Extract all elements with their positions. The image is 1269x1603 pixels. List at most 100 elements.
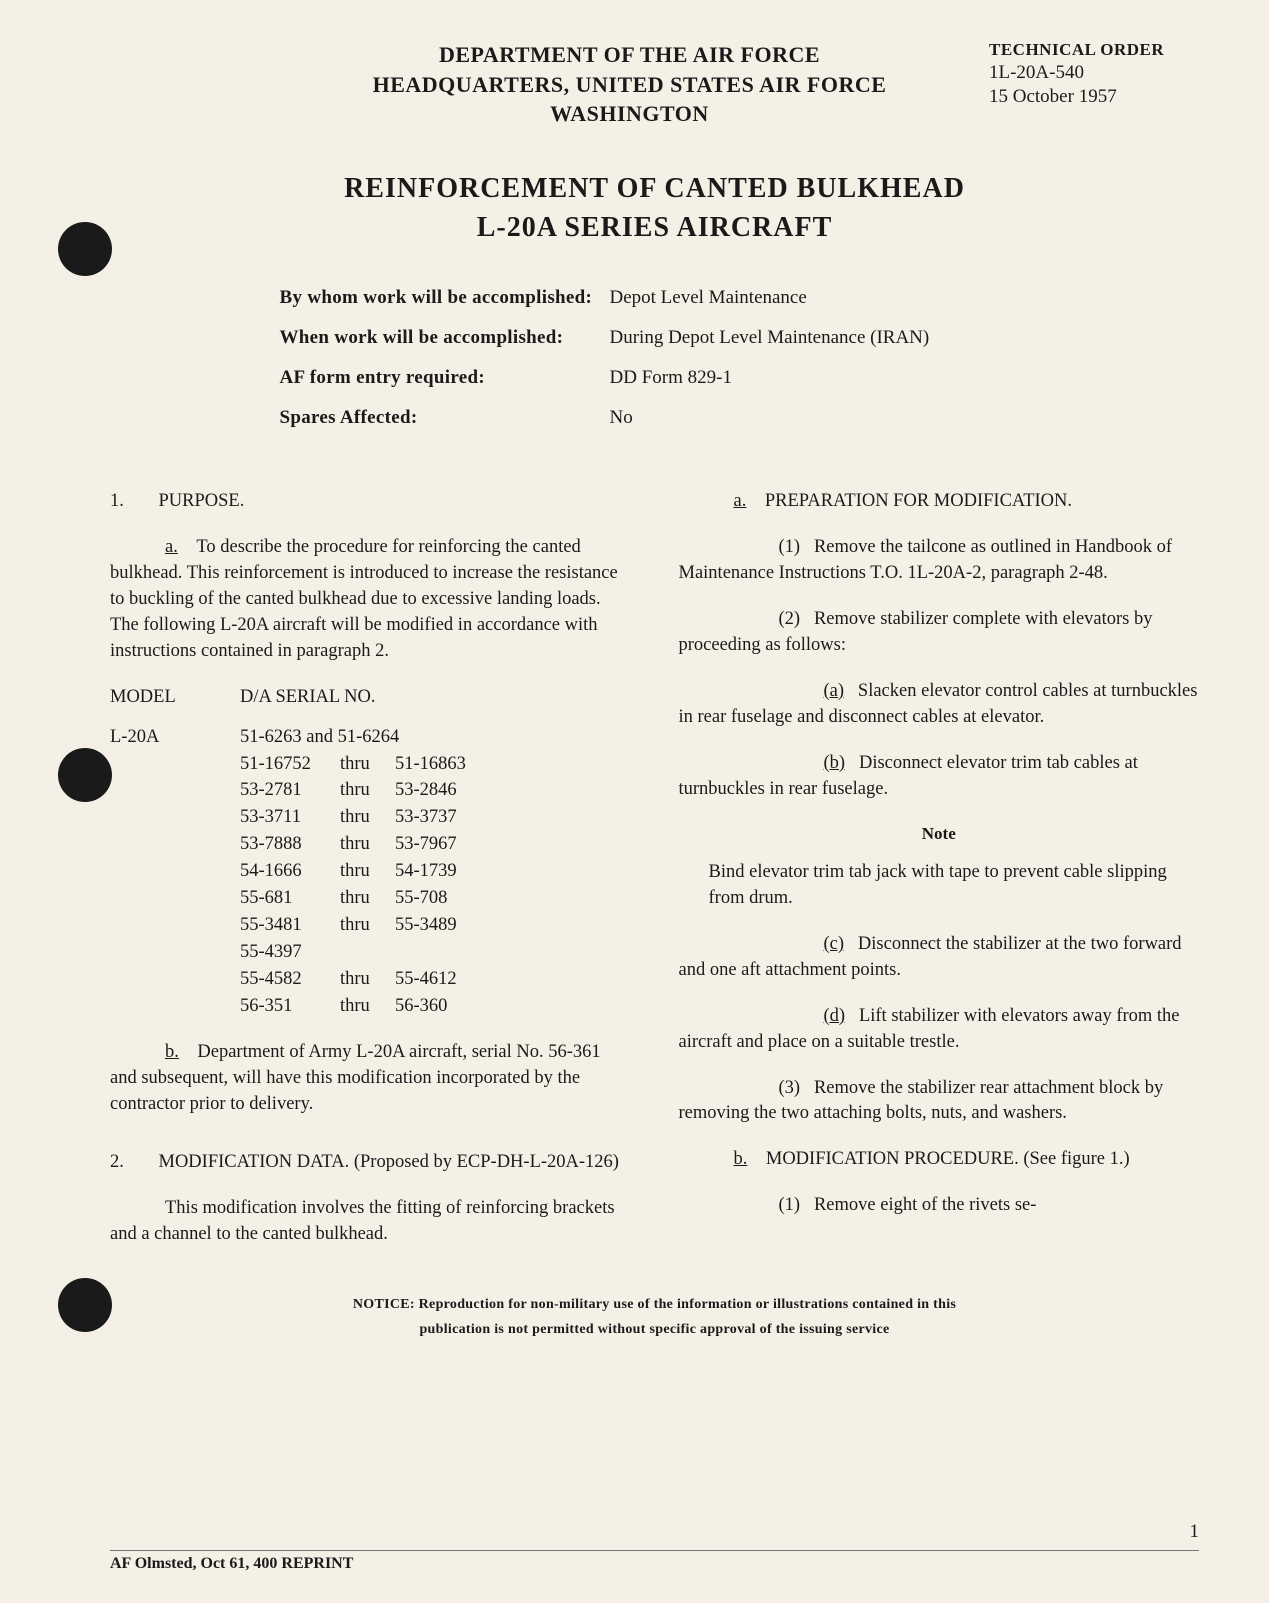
punch-hole (58, 1278, 112, 1332)
serial-thru: thru (340, 778, 395, 804)
serial-from: 56-351 (240, 994, 340, 1020)
section-1-heading: 1. PURPOSE. (110, 489, 631, 515)
para-2a2: (2) Remove stabilizer complete with elev… (679, 607, 1200, 659)
dept-line-3: WASHINGTON (270, 99, 989, 129)
serial-row: 56-351thru56-360 (240, 994, 631, 1020)
para-num: (1) (779, 1195, 801, 1215)
para-2b-heading: b. MODIFICATION PROCEDURE. (See figure 1… (679, 1147, 1200, 1173)
order-date: 15 October 1957 (989, 86, 1199, 108)
note-body: Bind elevator trim tab jack with tape to… (709, 860, 1180, 912)
title-line-2: L-20A SERIES AIRCRAFT (110, 208, 1199, 247)
serial-thru: thru (340, 913, 395, 939)
para-text: Remove the tailcone as outlined in Handb… (679, 537, 1173, 583)
serial-from: 53-7888 (240, 832, 340, 858)
serial-numbers-list: 51-6263 and 51-626451-16752thru51-168635… (240, 725, 631, 1021)
meta-value: During Depot Level Maintenance (IRAN) (610, 327, 1030, 349)
document-title: REINFORCEMENT OF CANTED BULKHEAD L-20A S… (110, 169, 1199, 247)
column-left: 1. PURPOSE. a. To describe the procedure… (110, 489, 631, 1267)
footer-rule (110, 1550, 1199, 1551)
serial-to: 56-360 (395, 994, 447, 1020)
para-text: Remove eight of the rivets se- (814, 1195, 1036, 1215)
para-letter: (b) (824, 753, 846, 773)
section-title: MODIFICATION DATA. (Proposed by ECP-DH-L… (159, 1152, 619, 1172)
meta-label: Spares Affected: (280, 407, 610, 429)
title-line-1: REINFORCEMENT OF CANTED BULKHEAD (110, 169, 1199, 208)
meta-value: Depot Level Maintenance (610, 287, 1030, 309)
serial-from: 55-3481 (240, 913, 340, 939)
serial-thru: thru (340, 832, 395, 858)
dept-line-2: HEADQUARTERS, UNITED STATES AIR FORCE (270, 70, 989, 100)
meta-value: DD Form 829-1 (610, 367, 1030, 389)
para-text: Department of Army L-20A aircraft, seria… (110, 1042, 601, 1114)
para-letter: b. (165, 1042, 179, 1062)
order-number: 1L-20A-540 (989, 62, 1199, 84)
para-text: Slacken elevator control cables at turnb… (679, 681, 1198, 727)
para-2a-heading: a. PREPARATION FOR MODIFICATION. (679, 489, 1200, 515)
serial-row: 55-3481thru55-3489 (240, 913, 631, 939)
serial-to: 54-1739 (395, 859, 457, 885)
serial-table-body: L-20A 51-6263 and 51-626451-16752thru51-… (110, 725, 631, 1021)
technical-order-label: TECHNICAL ORDER (989, 40, 1199, 60)
para-2a2c: (c) Disconnect the stabilizer at the two… (679, 932, 1200, 984)
footer-text: AF Olmsted, Oct 61, 400 REPRINT (110, 1555, 353, 1573)
model-header: MODEL (110, 685, 240, 711)
reproduction-notice: NOTICE: Reproduction for non-military us… (110, 1292, 1199, 1342)
page-number: 1 (1190, 1521, 1200, 1543)
para-2a1: (1) Remove the tailcone as outlined in H… (679, 535, 1200, 587)
para-text: To describe the procedure for reinforcin… (110, 537, 618, 661)
serial-row: 55-4582thru55-4612 (240, 967, 631, 993)
serial-table-header: MODEL D/A SERIAL NO. (110, 685, 631, 711)
para-letter: b. (734, 1149, 748, 1169)
para-2a2b: (b) Disconnect elevator trim tab cables … (679, 751, 1200, 803)
serial-to: 53-7967 (395, 832, 457, 858)
serial-from: 54-1666 (240, 859, 340, 885)
notice-line-2: publication is not permitted without spe… (110, 1317, 1199, 1342)
para-heading-text: MODIFICATION PROCEDURE. (See figure 1.) (766, 1149, 1130, 1169)
meta-row-spares: Spares Affected: No (280, 407, 1030, 429)
dept-line-1: DEPARTMENT OF THE AIR FORCE (270, 40, 989, 70)
meta-row-when: When work will be accomplished: During D… (280, 327, 1030, 349)
serial-thru: thru (340, 886, 395, 912)
serial-row: 53-2781thru53-2846 (240, 778, 631, 804)
para-text: This modification involves the fitting o… (110, 1198, 615, 1244)
para-text: Disconnect elevator trim tab cables at t… (679, 753, 1138, 799)
serial-thru: thru (340, 967, 395, 993)
serial-row: 55-681thru55-708 (240, 886, 631, 912)
para-letter: a. (165, 537, 178, 557)
header-department: DEPARTMENT OF THE AIR FORCE HEADQUARTERS… (110, 40, 989, 129)
model-value: L-20A (110, 725, 240, 1021)
serial-row: 51-16752thru51-16863 (240, 752, 631, 778)
section-number: 2. (110, 1152, 124, 1172)
punch-hole (58, 222, 112, 276)
para-letter: (a) (824, 681, 845, 701)
serial-thru: thru (340, 805, 395, 831)
para-letter: (d) (824, 1006, 846, 1026)
para-letter: a. (734, 491, 747, 511)
para-1b: b. Department of Army L-20A aircraft, se… (110, 1040, 631, 1118)
serial-to: 55-708 (395, 886, 447, 912)
para-text: Lift stabilizer with elevators away from… (679, 1006, 1180, 1052)
serial-from: 55-681 (240, 886, 340, 912)
serial-to: 55-3489 (395, 913, 457, 939)
para-2a3: (3) Remove the stabilizer rear attachmen… (679, 1076, 1200, 1128)
serial-to: 55-4612 (395, 967, 457, 993)
body-columns: 1. PURPOSE. a. To describe the procedure… (110, 489, 1199, 1267)
serial-thru: thru (340, 752, 395, 778)
section-2-heading: 2. MODIFICATION DATA. (Proposed by ECP-D… (110, 1150, 631, 1176)
para-letter: (c) (824, 934, 845, 954)
para-heading-text: PREPARATION FOR MODIFICATION. (765, 491, 1072, 511)
serial-number-table: MODEL D/A SERIAL NO. L-20A 51-6263 and 5… (110, 685, 631, 1021)
para-text: Remove the stabilizer rear attachment bl… (679, 1078, 1164, 1124)
serial-header: D/A SERIAL NO. (240, 685, 376, 711)
serial-row: 53-3711thru53-3737 (240, 805, 631, 831)
meta-row-by-whom: By whom work will be accomplished: Depot… (280, 287, 1030, 309)
serial-from: 53-3711 (240, 805, 340, 831)
note-label: Note (679, 822, 1200, 846)
serial-from: 55-4582 (240, 967, 340, 993)
para-num: (1) (779, 537, 801, 557)
notice-line-1: NOTICE: Reproduction for non-military us… (110, 1292, 1199, 1317)
meta-value: No (610, 407, 1030, 429)
serial-thru: thru (340, 859, 395, 885)
serial-from: 51-16752 (240, 752, 340, 778)
para-2a2a: (a) Slacken elevator control cables at t… (679, 679, 1200, 731)
